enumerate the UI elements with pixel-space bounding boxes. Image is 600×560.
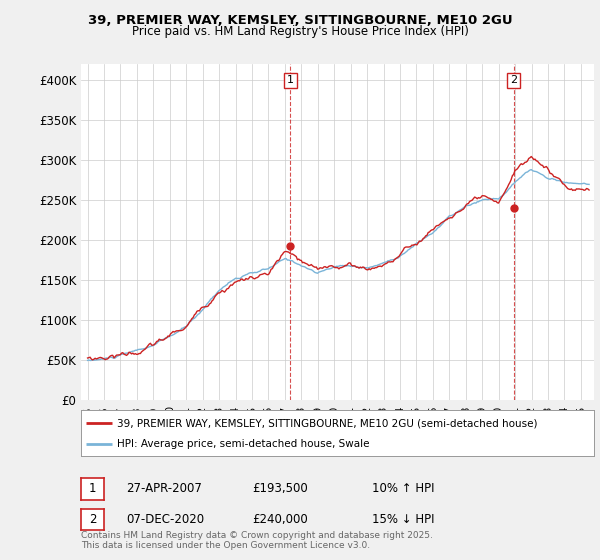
Text: 2: 2 <box>510 76 517 85</box>
Text: 1: 1 <box>287 76 294 85</box>
Text: £193,500: £193,500 <box>252 482 308 496</box>
Text: Contains HM Land Registry data © Crown copyright and database right 2025.
This d: Contains HM Land Registry data © Crown c… <box>81 530 433 550</box>
Text: 39, PREMIER WAY, KEMSLEY, SITTINGBOURNE, ME10 2GU (semi-detached house): 39, PREMIER WAY, KEMSLEY, SITTINGBOURNE,… <box>117 418 538 428</box>
Text: HPI: Average price, semi-detached house, Swale: HPI: Average price, semi-detached house,… <box>117 439 370 449</box>
Text: 39, PREMIER WAY, KEMSLEY, SITTINGBOURNE, ME10 2GU: 39, PREMIER WAY, KEMSLEY, SITTINGBOURNE,… <box>88 14 512 27</box>
Text: 27-APR-2007: 27-APR-2007 <box>126 482 202 496</box>
Text: 2: 2 <box>89 513 96 526</box>
Text: 15% ↓ HPI: 15% ↓ HPI <box>372 513 434 526</box>
Text: 10% ↑ HPI: 10% ↑ HPI <box>372 482 434 496</box>
Text: Price paid vs. HM Land Registry's House Price Index (HPI): Price paid vs. HM Land Registry's House … <box>131 25 469 38</box>
Text: 07-DEC-2020: 07-DEC-2020 <box>126 513 204 526</box>
Text: £240,000: £240,000 <box>252 513 308 526</box>
Text: 1: 1 <box>89 482 96 496</box>
